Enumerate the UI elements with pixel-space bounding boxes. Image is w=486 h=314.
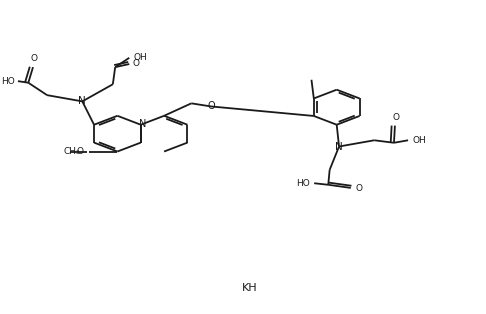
Text: OH: OH [413,136,427,145]
Text: O: O [392,113,399,122]
Text: HO: HO [1,77,15,86]
Text: N: N [335,142,343,151]
Text: OH: OH [133,53,147,62]
Text: CH₃: CH₃ [63,147,80,156]
Text: O: O [355,184,363,193]
Text: O: O [76,147,83,156]
Text: HO: HO [295,179,310,188]
Text: O: O [207,100,215,111]
Text: O: O [132,59,139,68]
Text: N: N [139,119,147,129]
Text: O: O [31,54,37,63]
Text: N: N [78,96,86,106]
Text: KH: KH [242,283,258,293]
